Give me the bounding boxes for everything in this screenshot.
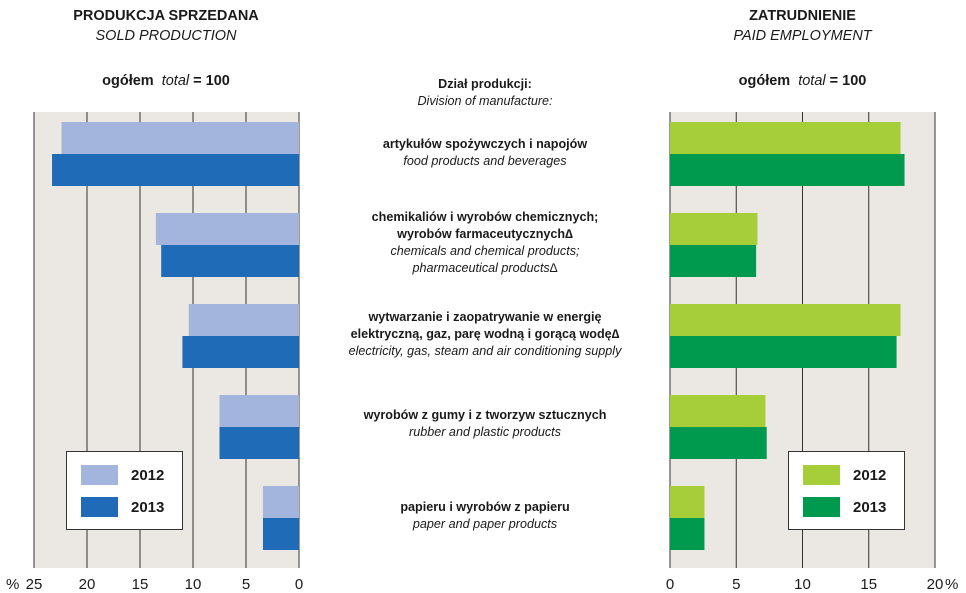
category-label-rubber: wyrobów z gumy i z tworzyw sztucznych ru…: [308, 407, 662, 441]
right-bar-2012: [670, 304, 901, 336]
right-total-suffix: = 100: [829, 73, 867, 89]
right-title-pl: ZATRUDNIENIE: [749, 8, 856, 24]
category-label-chemicals: chemikaliów i wyrobów chemicznych; wyrob…: [308, 209, 662, 277]
right-bar-2013: [670, 245, 757, 277]
left-legend-item-2013: 2013: [81, 497, 164, 517]
left-bar-2012: [61, 122, 300, 154]
category-en: electricity, gas, steam and air conditio…: [348, 344, 622, 358]
left-tick-label: 25: [26, 576, 43, 593]
left-total-suffix: = 100: [193, 73, 230, 89]
category-pl: papieru i wyrobów z papieru: [400, 500, 570, 514]
right-bar-2013: [670, 427, 767, 459]
right-tick-label: 5: [732, 576, 740, 593]
category-en: pharmaceutical products∆: [412, 261, 558, 275]
category-en: chemicals and chemical products;: [390, 244, 580, 258]
category-pl: chemikaliów i wyrobów chemicznych;: [371, 210, 599, 224]
category-pl: wyrobów z gumy i z tworzyw sztucznych: [363, 408, 607, 422]
legend-label: 2012: [853, 466, 887, 484]
right-bar-2012: [670, 395, 766, 427]
category-pl: wytwarzanie i zaopatrywanie w energię: [368, 310, 602, 324]
right-legend: 2012 2013: [788, 451, 905, 530]
category-pl: elektryczną, gaz, parę wodną i gorącą wo…: [350, 327, 620, 341]
category-label-energy: wytwarzanie i zaopatrywanie w energię el…: [308, 309, 662, 360]
category-en: paper and paper products: [412, 517, 558, 531]
left-panel-header: PRODUKCJA SPRZEDANA SOLD PRODUCTION: [33, 8, 299, 44]
left-bar-2013: [262, 518, 299, 550]
right-title-en: PAID EMPLOYMENT: [733, 28, 872, 44]
legend-swatch: [81, 497, 118, 517]
right-legend-item-2013: 2013: [803, 497, 886, 517]
right-total-label: ogółem total = 100: [670, 73, 935, 89]
division-header-pl: Dział produkcji:: [438, 77, 532, 91]
category-pl: wyrobów farmaceutycznych∆: [397, 227, 573, 241]
legend-label: 2012: [131, 466, 165, 484]
category-pl: artykułów spożywczych i napojów: [382, 137, 588, 151]
left-title-en: SOLD PRODUCTION: [95, 28, 237, 44]
right-unit-label: %: [945, 576, 958, 593]
right-tick-label: 10: [794, 576, 811, 593]
left-total-label: ogółem total = 100: [33, 73, 299, 89]
division-header-en: Division of manufacture:: [417, 94, 553, 108]
category-en: food products and beverages: [403, 154, 567, 168]
right-bar-2012: [670, 122, 901, 154]
legend-swatch: [803, 497, 840, 517]
legend-swatch: [803, 465, 840, 485]
left-tick-label: 5: [242, 576, 250, 593]
left-total-italic: total: [161, 73, 190, 89]
category-label-paper: papieru i wyrobów z papieru paper and pa…: [308, 499, 662, 533]
right-bar-2012: [670, 486, 705, 518]
left-title-pl: PRODUKCJA SPRZEDANA: [73, 8, 259, 24]
division-header: Dział produkcji: Division of manufacture…: [308, 76, 662, 110]
left-tick-label: 10: [185, 576, 202, 593]
right-total-italic: total: [798, 73, 826, 89]
category-en: rubber and plastic products: [409, 425, 561, 439]
left-bar-2012: [219, 395, 299, 427]
right-tick-label: 15: [860, 576, 877, 593]
right-tick-label: 20: [927, 576, 944, 593]
left-bar-2012: [262, 486, 299, 518]
left-tick-label: 20: [79, 576, 96, 593]
left-tick-label: 15: [132, 576, 149, 593]
legend-label: 2013: [853, 498, 887, 516]
right-panel-header: ZATRUDNIENIE PAID EMPLOYMENT: [670, 8, 935, 44]
category-label-food: artykułów spożywczych i napojów food pro…: [308, 136, 662, 170]
left-bar-2012: [155, 213, 299, 245]
left-bar-2013: [161, 245, 299, 277]
left-legend: 2012 2013: [66, 451, 183, 530]
right-bar-2012: [670, 213, 758, 245]
left-bar-2013: [219, 427, 299, 459]
left-bar-2012: [188, 304, 299, 336]
right-bar-2013: [670, 154, 905, 186]
right-legend-item-2012: 2012: [803, 465, 886, 485]
left-bar-2013: [52, 154, 299, 186]
right-bar-2013: [670, 518, 705, 550]
left-total-prefix: ogółem: [102, 73, 154, 89]
right-total-prefix: ogółem: [738, 73, 791, 89]
legend-label: 2013: [131, 498, 165, 516]
left-legend-item-2012: 2012: [81, 465, 164, 485]
left-bar-2013: [182, 336, 299, 368]
left-unit-label: %: [6, 576, 19, 593]
legend-swatch: [81, 465, 118, 485]
left-tick-label: 0: [295, 576, 303, 593]
right-bar-2013: [670, 336, 897, 368]
right-tick-label: 0: [666, 576, 674, 593]
